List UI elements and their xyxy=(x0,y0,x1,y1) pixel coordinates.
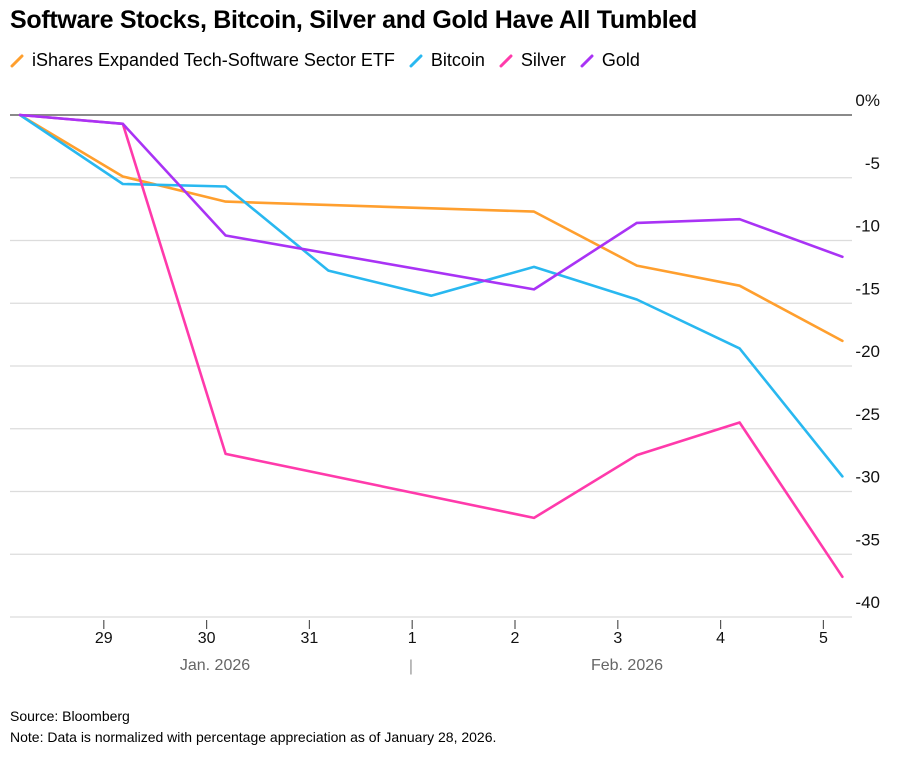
legend: iShares Expanded Tech-Software Sector ET… xyxy=(10,50,654,71)
source-note: Source: Bloomberg xyxy=(10,708,130,724)
legend-swatch-icon xyxy=(10,54,24,67)
month-label-jan: Jan. 2026 xyxy=(180,657,250,674)
legend-item-etf: iShares Expanded Tech-Software Sector ET… xyxy=(10,50,395,71)
x-tick-label: 3 xyxy=(613,630,622,647)
y-tick-label: -15 xyxy=(855,279,880,298)
y-tick-label: -30 xyxy=(855,468,880,487)
x-tick-label: 2 xyxy=(511,630,520,647)
x-tick-label: 30 xyxy=(198,630,216,647)
x-tick-label: 5 xyxy=(819,630,828,647)
legend-swatch-icon xyxy=(409,54,423,67)
chart-title: Software Stocks, Bitcoin, Silver and Gol… xyxy=(10,6,697,34)
series-line-bitcoin xyxy=(18,113,844,478)
x-tick-label: 4 xyxy=(716,630,725,647)
series-line-ishares-expanded-tech-software-sector-etf xyxy=(18,113,844,343)
legend-label: iShares Expanded Tech-Software Sector ET… xyxy=(32,50,395,70)
y-tick-label: -25 xyxy=(855,405,880,424)
y-tick-label: -10 xyxy=(855,217,880,236)
y-tick-label: -40 xyxy=(855,593,880,612)
x-tick-label: 1 xyxy=(408,630,417,647)
legend-label: Bitcoin xyxy=(430,50,485,70)
legend-label: Silver xyxy=(520,50,566,70)
y-tick-label: -5 xyxy=(865,154,880,173)
month-label-feb: Feb. 2026 xyxy=(591,657,663,674)
legend-label: Gold xyxy=(601,50,640,70)
legend-item-silver: Silver xyxy=(499,50,566,71)
legend-swatch-icon xyxy=(499,54,513,67)
legend-swatch-icon xyxy=(580,54,594,67)
legend-item-bitcoin: Bitcoin xyxy=(409,50,485,71)
series-line-gold xyxy=(18,113,844,291)
month-separator: | xyxy=(409,658,413,675)
y-tick-label: -20 xyxy=(855,342,880,361)
y-tick-label: -35 xyxy=(855,530,880,549)
legend-item-gold: Gold xyxy=(580,50,640,71)
x-tick-label: 29 xyxy=(95,630,113,647)
x-tick-label: 31 xyxy=(301,630,319,647)
data-note: Note: Data is normalized with percentage… xyxy=(10,729,497,745)
y-tick-label: 0% xyxy=(855,91,880,110)
